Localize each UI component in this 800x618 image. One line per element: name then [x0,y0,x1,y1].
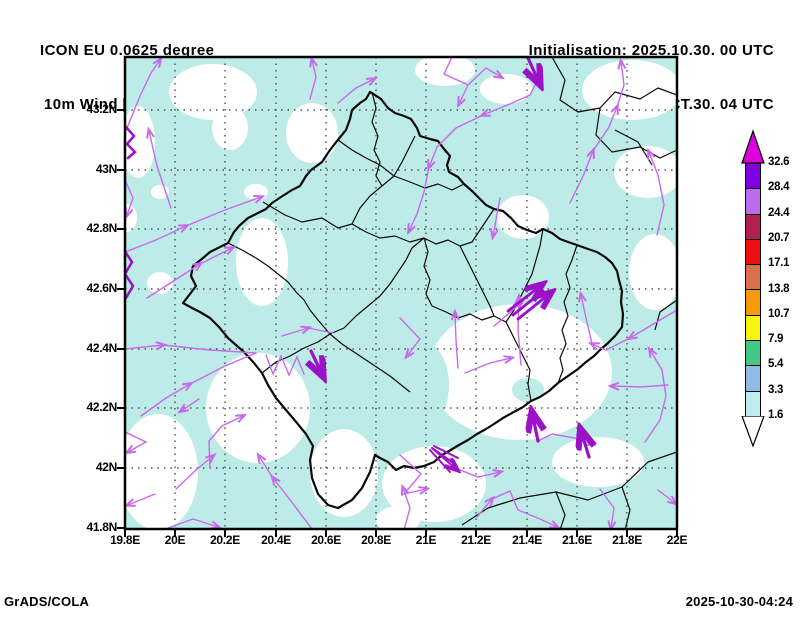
colorbar-cell [746,314,760,341]
wind-arrows-bold [125,57,589,472]
lat-tick-label: 42N [95,460,117,474]
axis-ticks [117,109,678,537]
colorbar-level-label: 20.7 [768,231,790,244]
lat-tick-label: 42.6N [86,281,117,295]
colorbar-cell [746,238,760,265]
lon-tick-label: 20.6E [311,533,341,547]
lat-tick-label: 42.2N [86,400,117,414]
lat-tick-label: 42.4N [86,341,117,355]
lon-tick-label: 21.4E [512,533,542,547]
wind-arrows [125,57,677,529]
colorbar-cell [746,213,760,239]
kosovo-border [181,90,625,510]
lat-tick-label: 41.8N [86,520,117,534]
colorbar-over-arrow [741,129,765,164]
shading-islands [401,343,544,427]
lon-tick-label: 21.8E [612,533,642,547]
grads-credit: GrADS/COLA [4,594,90,609]
lat-tick-label: 43.2N [86,102,117,116]
colorbar-level-label: 1.6 [768,409,784,421]
colorbar-under-arrow [741,416,765,448]
colorbar-level-label: 17.1 [768,257,790,270]
colorbar-cell [746,188,760,214]
lon-tick-label: 19.8E [110,533,140,547]
colorbar-cell [746,340,760,366]
creation-timestamp: 2025-10-30-04:24 [685,594,793,609]
colorbar-cell [746,289,760,315]
colorbar-level-label: 28.4 [768,181,790,194]
lon-tick-label: 21E [415,533,437,547]
colorbar-level-label: 32.6 [768,156,790,168]
colorbar-level-label: 7.9 [768,333,784,346]
lat-tick-label: 42.8N [86,221,117,235]
lon-tick-label: 20E [164,533,186,547]
colorbar-level-label: 5.4 [768,358,784,371]
calm-wind-patches [125,57,677,529]
colorbar-cell [746,164,760,189]
municipality-borders [227,91,578,402]
colorbar-cells [745,163,761,417]
lon-tick-label: 20.8E [361,533,391,547]
colorbar-level-label: 13.8 [768,282,790,295]
lon-tick-label: 20.4E [261,533,291,547]
model-title: ICON EU 0.0625 degree [40,42,215,59]
lat-tick-label: 43N [95,162,117,176]
colorbar-cell [746,390,760,416]
lon-tick-label: 21.2E [461,533,491,547]
colorbar-cell [746,365,760,391]
colorbar-level-label: 3.3 [768,383,784,396]
lon-tick-label: 21.6E [562,533,592,547]
map-frame [123,55,679,531]
initialisation-time: Initialisation: 2025.10.30. 00 UTC [528,42,774,59]
colorbar-level-label: 24.4 [768,206,790,219]
colorbar-cell [746,264,760,290]
lon-tick-label: 22E [666,533,688,547]
lon-tick-label: 20.2E [210,533,240,547]
colorbar-level-label: 10.7 [768,307,790,320]
